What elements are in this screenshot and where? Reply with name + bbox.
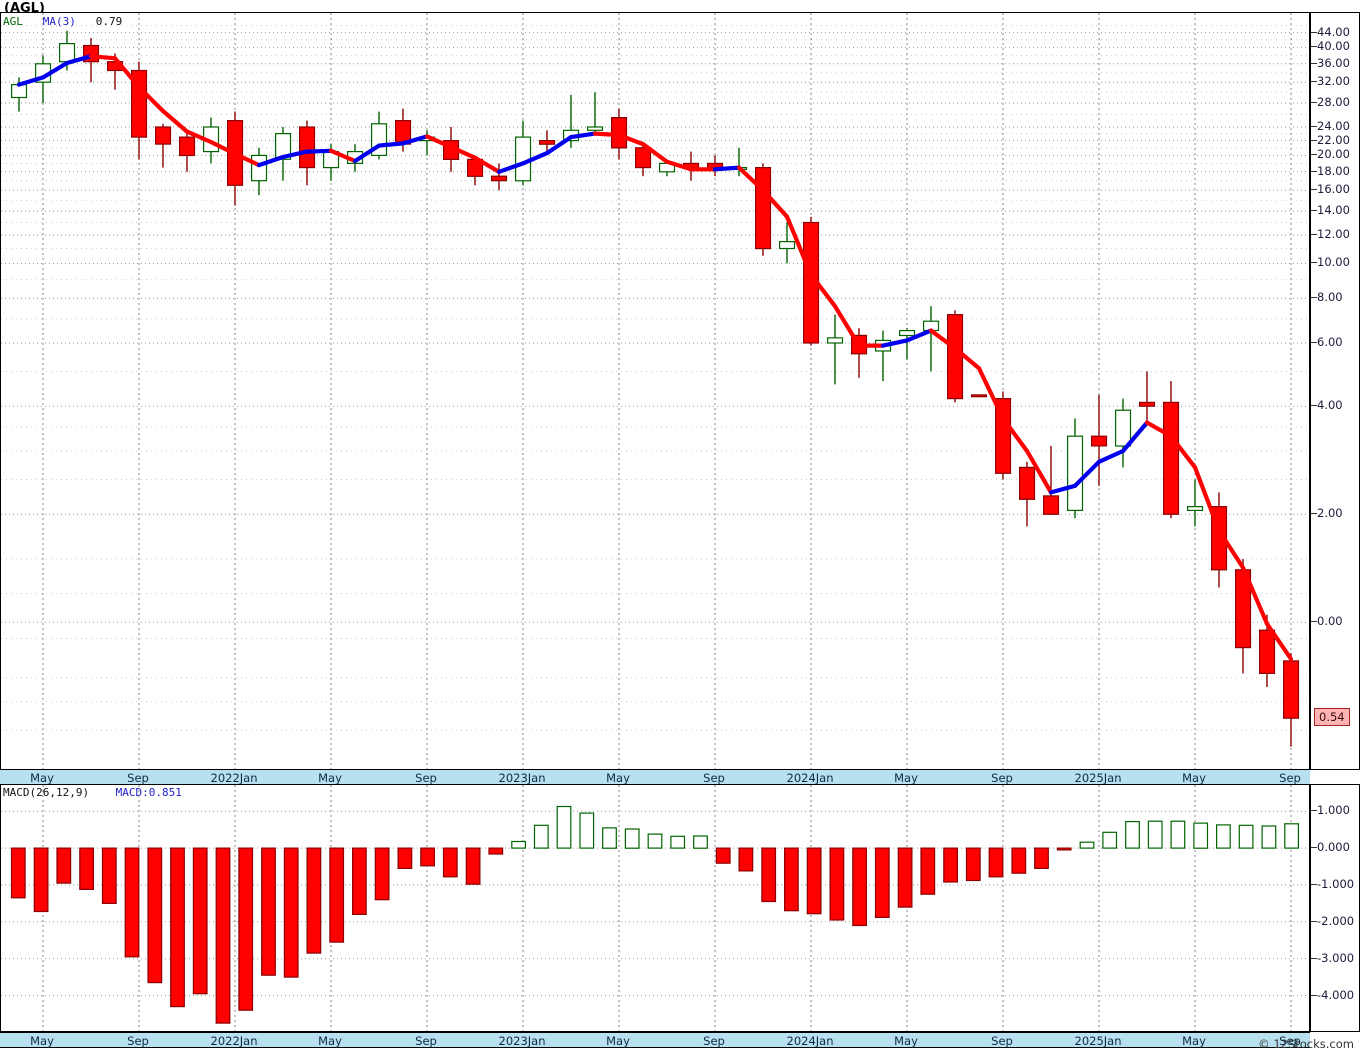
price-y-tick bbox=[1311, 513, 1317, 515]
price-y-tick bbox=[1311, 621, 1317, 623]
price-y-tick-label: 16.00 bbox=[1317, 182, 1350, 197]
x-axis-tick-label: 2025Jan bbox=[1074, 771, 1122, 785]
price-y-tick bbox=[1311, 81, 1317, 83]
price-y-tick bbox=[1311, 209, 1317, 211]
x-axis-tick-label: May bbox=[1182, 1034, 1206, 1048]
x-axis-tick-label: Sep bbox=[991, 771, 1013, 785]
price-y-tick bbox=[1311, 126, 1317, 127]
x-axis-tick-label: 2022Jan bbox=[210, 771, 258, 785]
price-y-tick-label: 12.00 bbox=[1317, 227, 1350, 242]
x-axis-tick-label: May bbox=[318, 1034, 342, 1048]
macd-y-tick-label: 0.000 bbox=[1317, 840, 1350, 855]
price-y-tick-label: 10.00 bbox=[1317, 255, 1350, 270]
price-y-tick-label: 32.00 bbox=[1317, 74, 1350, 89]
x-axis-tick-label: Sep bbox=[703, 771, 725, 785]
x-axis-tick-label: May bbox=[318, 771, 342, 785]
price-y-tick bbox=[1311, 154, 1317, 156]
macd-y-tick bbox=[1311, 810, 1317, 812]
legend-ma-label: MA(3) bbox=[42, 15, 76, 28]
macd-y-tick-label: -4.000 bbox=[1317, 987, 1355, 1002]
x-axis-tick-label: May bbox=[606, 1034, 630, 1048]
price-y-tick-label: 40.00 bbox=[1317, 39, 1350, 54]
price-y-tick-label: 20.00 bbox=[1317, 147, 1350, 162]
x-axis-tick-label: 2023Jan bbox=[498, 771, 546, 785]
price-y-tick bbox=[1311, 46, 1317, 48]
price-plot bbox=[1, 13, 1309, 769]
macd-plot bbox=[1, 785, 1309, 1031]
macd-y-tick-label: -2.000 bbox=[1317, 913, 1355, 928]
price-y-tick-label: 22.00 bbox=[1317, 132, 1350, 147]
price-y-tick-label: 8.00 bbox=[1317, 290, 1343, 305]
x-axis-tick-label: 2025Jan bbox=[1074, 1034, 1122, 1048]
price-y-tick-label: 2.00 bbox=[1317, 506, 1343, 521]
footer-credit: © 12Stocks.com bbox=[1258, 1037, 1354, 1051]
x-axis-tick-label: May bbox=[894, 771, 918, 785]
x-axis-tick-label: May bbox=[30, 1034, 54, 1048]
macd-chart-panel bbox=[0, 784, 1360, 1032]
price-chart-panel bbox=[0, 12, 1360, 770]
price-y-tick-label: 28.00 bbox=[1317, 94, 1350, 109]
price-y-tick bbox=[1311, 405, 1317, 407]
macd-x-axis-band: May Sep 2022Jan May Sep 2023Jan May Sep 2024Jan M… bbox=[0, 1032, 1310, 1048]
price-x-axis-band: May Sep 2022Jan May Sep 2023Jan May Sep 2024Jan M… bbox=[0, 769, 1310, 785]
price-y-tick bbox=[1311, 342, 1317, 344]
x-axis-tick-label: Sep bbox=[991, 1034, 1013, 1048]
macd-y-tick bbox=[1311, 994, 1317, 996]
price-y-tick bbox=[1311, 139, 1317, 141]
macd-legend: MACD(26,12,9) MACD:0.851 bbox=[3, 786, 182, 799]
price-y-tick bbox=[1311, 31, 1317, 33]
x-axis-tick-label: Sep bbox=[415, 771, 437, 785]
price-y-tick bbox=[1311, 101, 1317, 103]
price-y-tick-label: 4.00 bbox=[1317, 398, 1343, 413]
macd-name: MACD(26,12,9) bbox=[3, 786, 90, 799]
x-axis-tick-label: Sep bbox=[415, 1034, 437, 1048]
macd-y-tick bbox=[1311, 883, 1317, 885]
macd-value: MACD:0.851 bbox=[115, 786, 182, 799]
legend-ma-value: 0.79 bbox=[95, 15, 123, 28]
x-axis-tick-label: May bbox=[894, 1034, 918, 1048]
x-axis-tick-label: May bbox=[1182, 771, 1206, 785]
x-axis-tick-label: 2022Jan bbox=[210, 1034, 258, 1048]
price-y-tick-label: 24.00 bbox=[1317, 119, 1350, 133]
x-axis-tick-label: Sep bbox=[127, 1034, 149, 1048]
macd-y-tick-label: 1.000 bbox=[1317, 803, 1350, 818]
price-y-tick bbox=[1311, 262, 1317, 264]
x-axis-tick-label: Sep bbox=[1279, 771, 1301, 785]
legend-symbol: AGL bbox=[3, 15, 23, 28]
x-axis-tick-label: May bbox=[606, 771, 630, 785]
price-axis-rail bbox=[1309, 12, 1360, 770]
price-y-tick bbox=[1311, 234, 1317, 236]
x-axis-tick-label: Sep bbox=[127, 771, 149, 785]
x-axis-tick-label: 2023Jan bbox=[498, 1034, 546, 1048]
price-y-tick bbox=[1311, 170, 1317, 172]
price-y-tick bbox=[1311, 62, 1317, 64]
x-axis-tick-label: May bbox=[30, 771, 54, 785]
price-y-tick-label: 36.00 bbox=[1317, 55, 1350, 70]
macd-y-tick bbox=[1311, 847, 1317, 849]
price-y-tick bbox=[1311, 189, 1317, 191]
x-axis-tick-label: Sep bbox=[1279, 1034, 1301, 1048]
macd-y-tick-label: -3.000 bbox=[1317, 950, 1355, 965]
macd-y-tick bbox=[1311, 920, 1317, 922]
macd-axis-rail bbox=[1309, 784, 1360, 1032]
x-axis-tick-label: Sep bbox=[703, 1034, 725, 1048]
price-y-tick-label: 44.00 bbox=[1317, 24, 1350, 39]
price-y-tick-label: 0.00 bbox=[1317, 614, 1343, 629]
price-y-tick-label: 18.00 bbox=[1317, 163, 1350, 178]
price-legend: AGL MA(3) 0.79 bbox=[3, 15, 122, 28]
macd-y-tick bbox=[1311, 957, 1317, 959]
price-y-tick-label: 6.00 bbox=[1317, 335, 1343, 350]
x-axis-tick-label: 2024Jan bbox=[786, 1034, 834, 1048]
price-y-tick-label: 14.00 bbox=[1317, 202, 1350, 217]
x-axis-tick-label: 2024Jan bbox=[786, 771, 834, 785]
price-y-tick bbox=[1311, 297, 1317, 299]
macd-y-tick-label: -1.000 bbox=[1317, 876, 1355, 891]
last-price-badge: 0.54 bbox=[1314, 708, 1350, 727]
